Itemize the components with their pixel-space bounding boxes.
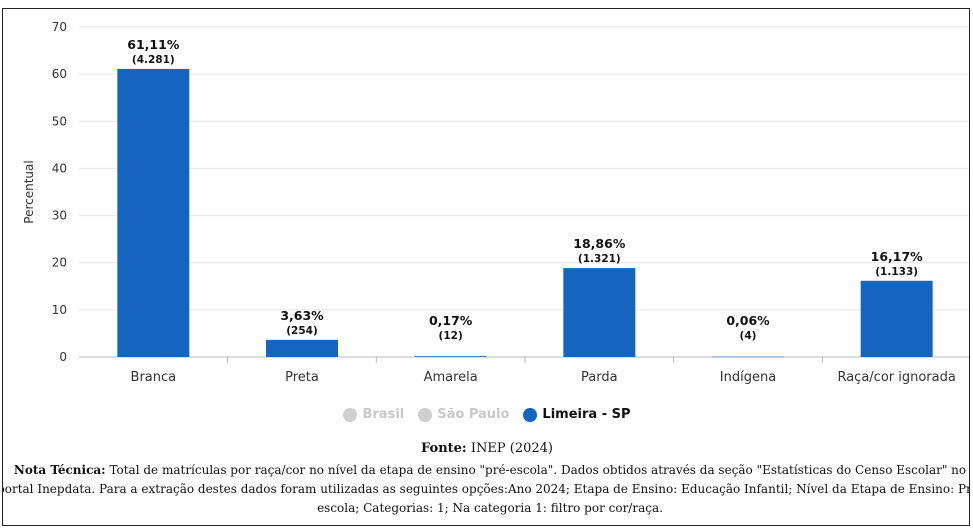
legend-label: Limeira - SP — [542, 407, 631, 422]
y-tick-label: 20 — [52, 256, 67, 270]
bar-percent-label: 61,11% — [127, 37, 180, 52]
y-tick-label: 0 — [59, 350, 67, 364]
y-tick-label: 30 — [52, 209, 67, 223]
legend-label: Brasil — [362, 407, 405, 422]
legend-marker — [418, 407, 433, 422]
bar-count-label: (1.133) — [875, 266, 918, 278]
bar-chart: 0 10 20 30 40 50 60 70 Percentual 61,11% (4.281) Br… — [22, 20, 969, 385]
legend-marker — [343, 407, 358, 422]
bar — [563, 268, 636, 357]
legend-label: São Paulo — [437, 407, 510, 422]
note-label: Nota Técnica: — [13, 463, 106, 477]
bar-percent-label: 18,86% — [573, 236, 626, 251]
bar-percent-label: 0,17% — [429, 313, 473, 328]
bar-percent-label: 3,63% — [280, 308, 324, 323]
bar — [266, 339, 338, 357]
y-tick-label: 10 — [52, 303, 67, 317]
technical-note: Nota Técnica: Total de matrículas por ra… — [2, 461, 970, 518]
bar-count-label: (4) — [740, 330, 757, 342]
y-tick-label: 70 — [52, 20, 67, 34]
bar-percent-label: 0,06% — [726, 313, 770, 328]
source-line: Fonte: INEP (2024) — [3, 441, 969, 456]
bar-count-label: (1.321) — [578, 253, 621, 265]
chart-frame: 0 10 20 30 40 50 60 70 Percentual 61,11% (4.281) Br… — [2, 8, 970, 526]
y-tick-label: 50 — [52, 114, 67, 128]
x-category-label: Preta — [285, 370, 319, 385]
bar-count-label: (254) — [286, 325, 318, 337]
x-category-label: Branca — [131, 370, 177, 385]
bar-percent-label: 16,17% — [871, 249, 924, 264]
x-category-label: Raça/cor ignorada — [837, 370, 955, 385]
y-tick-label: 40 — [52, 161, 67, 175]
legend-marker — [523, 407, 538, 422]
bar-count-label: (12) — [439, 330, 463, 342]
legend-item[interactable]: Limeira - SP — [523, 407, 631, 422]
legend-item[interactable]: São Paulo — [418, 407, 509, 422]
x-category-label: Indígena — [720, 370, 776, 385]
legend: Brasil São Paulo Limeira - SP — [3, 407, 969, 422]
bar — [712, 356, 784, 358]
source-label: Fonte: — [421, 441, 467, 456]
y-tick-label: 60 — [52, 67, 67, 81]
x-category-label: Amarela — [424, 370, 478, 385]
legend-item[interactable]: Brasil — [343, 407, 404, 422]
bar — [414, 356, 487, 357]
source-text: INEP (2024) — [470, 441, 553, 456]
bar-count-label: (4.281) — [132, 54, 175, 66]
bar — [117, 68, 190, 357]
bar — [860, 280, 933, 357]
note-text: Total de matrículas por raça/cor no níve… — [2, 463, 970, 515]
x-category-label: Parda — [581, 370, 618, 385]
y-axis-label: Percentual — [22, 160, 36, 223]
